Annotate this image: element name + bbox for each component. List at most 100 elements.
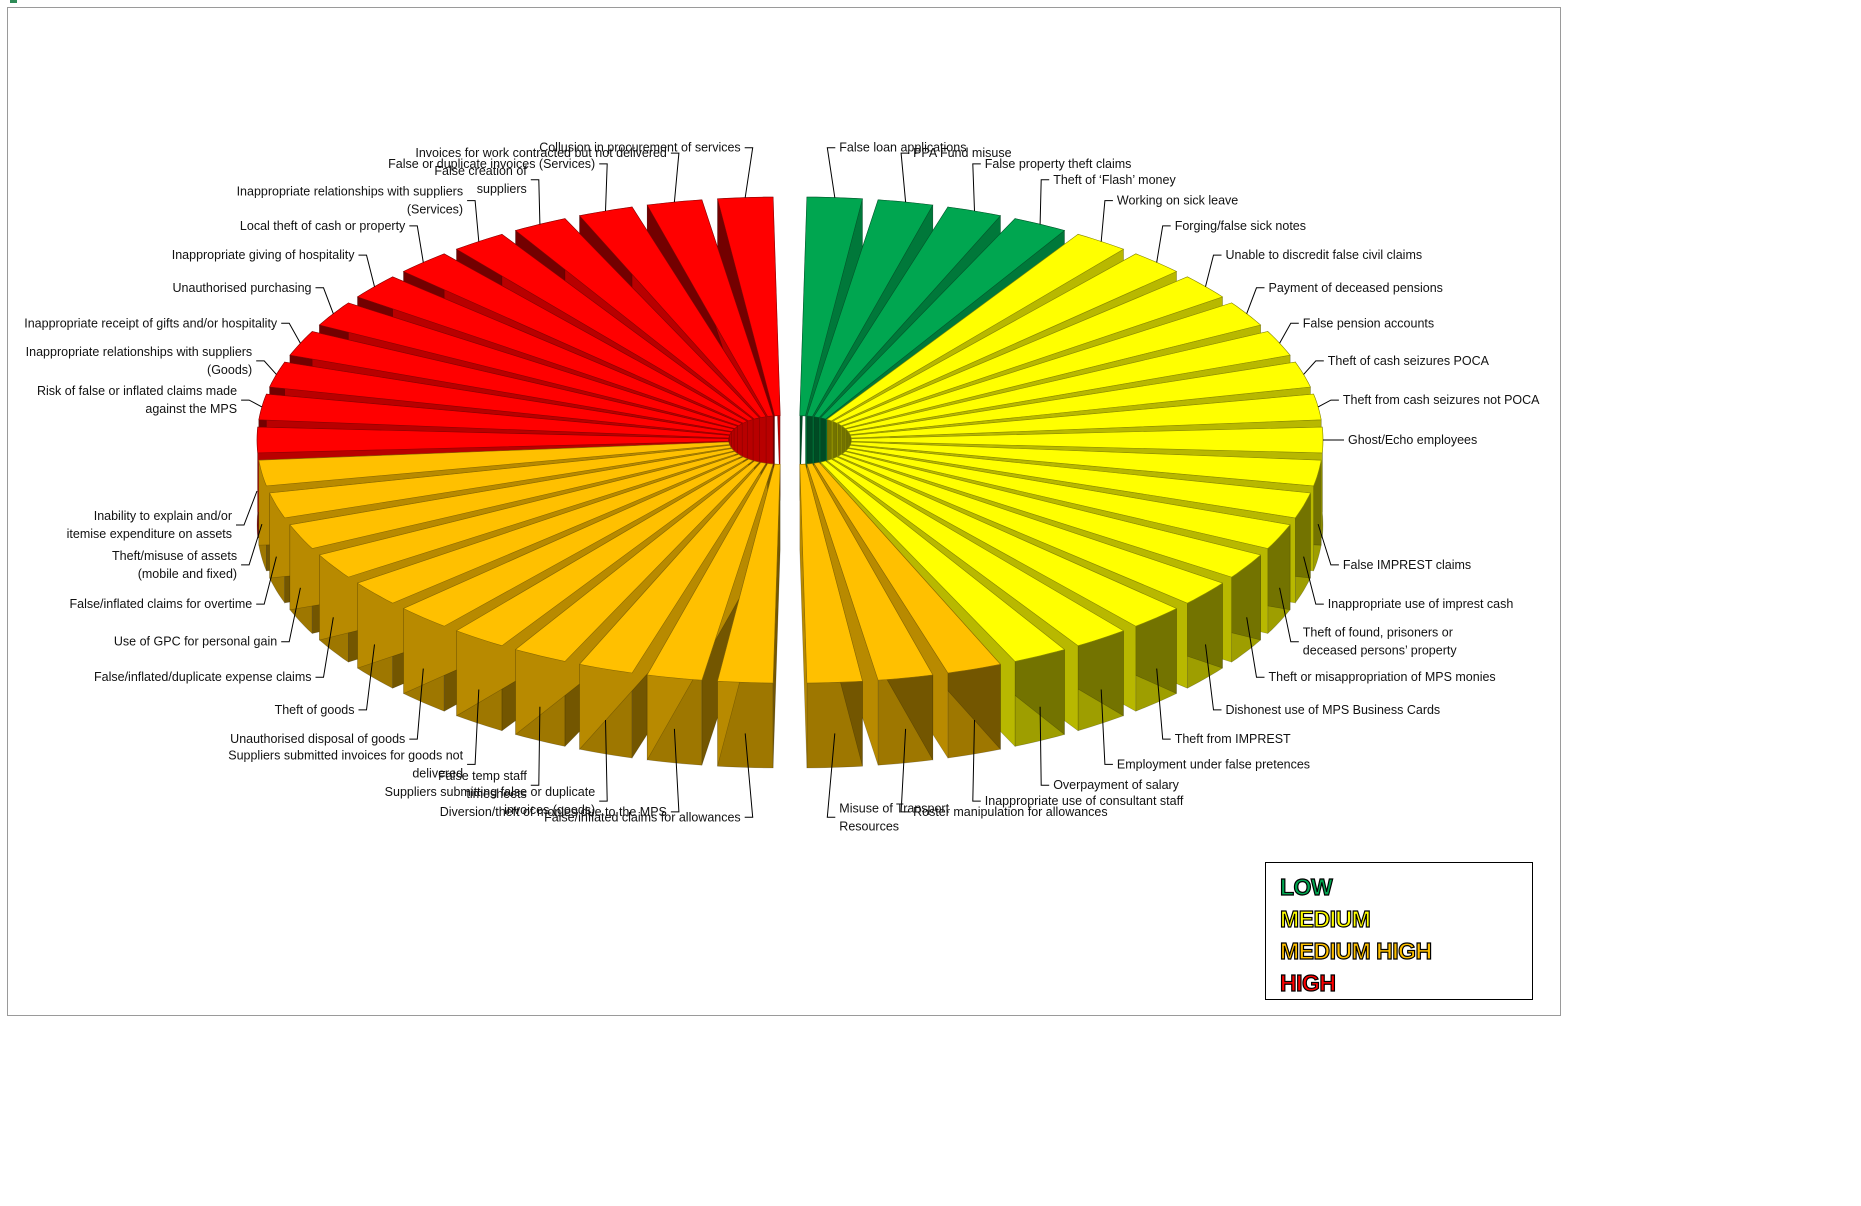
slice-top-17 [831, 456, 1178, 627]
slice-top-27 [455, 458, 754, 647]
slice-label-1: PPA Fund misuse [913, 146, 1011, 160]
leader-line-22 [826, 733, 836, 818]
slice-top-8 [845, 331, 1291, 432]
slice-top-36 [269, 361, 732, 436]
slice-label-45: Collusion in procurement of services [539, 141, 740, 155]
slice-label-13: Inappropriate use of imprest cash [1328, 597, 1514, 611]
leader-line-12 [1317, 523, 1339, 566]
leader-line-45 [744, 147, 754, 198]
slice-label-28: Unauthorised disposal of goods [230, 732, 405, 746]
slice-top-26 [514, 460, 761, 662]
leader-line-43 [599, 163, 608, 212]
slice-label-3: Theft of ‘Flash’ money [1053, 173, 1176, 187]
leader-line-10 [1317, 399, 1339, 408]
slice-top-21 [806, 463, 934, 681]
slice-label-31: Use of GPC for personal gain [114, 635, 277, 649]
slice-top-33 [258, 441, 730, 487]
slice-top-42 [514, 218, 761, 420]
legend-item-medium-high: MEDIUM HIGH [1279, 937, 1432, 964]
leader-line-40 [409, 225, 424, 263]
leader-line-31 [281, 587, 301, 643]
slice-label-12: False IMPREST claims [1343, 558, 1471, 572]
slice-top-12 [850, 441, 1322, 487]
slice-top-0 [799, 196, 863, 417]
slice-label-43: False or duplicate invoices (Services) [388, 157, 595, 171]
leader-line-5 [1156, 225, 1171, 263]
slice-top-43 [578, 206, 767, 418]
legend-item-high: HIGH [1279, 969, 1336, 996]
slice-top-1 [806, 199, 934, 417]
slice-top-29 [356, 453, 743, 604]
slice-top-24 [646, 463, 774, 681]
slice-top-41 [455, 233, 754, 422]
slice-label-38: Unauthorised purchasing [173, 281, 312, 295]
slice-label-16: Dishonest use of MPS Business Cards [1226, 703, 1441, 717]
slice-label-2: False property theft claims [985, 157, 1132, 171]
leader-line-39 [358, 254, 375, 287]
leader-line-2 [972, 163, 981, 212]
slice-top-9 [848, 361, 1311, 436]
slice-label-32: False/inflated claims for overtime [69, 597, 252, 611]
slice-top-19 [819, 460, 1066, 662]
slice-label-14: Theft of found, prisoners or deceased per… [1303, 626, 1458, 658]
slice-label-10: Theft from cash seizures not POCA [1343, 393, 1540, 407]
slice-label-29: Theft of goods [275, 703, 355, 717]
leader-line-30 [315, 617, 334, 678]
slice-label-30: False/inflated/duplicate expense claims [94, 670, 311, 684]
slice-label-36: Inappropriate relationships with supplie… [26, 345, 253, 377]
leader-line-3 [1039, 179, 1050, 225]
leader-line-21 [900, 728, 910, 813]
leader-line-42 [530, 179, 541, 225]
leader-line-19 [1039, 706, 1050, 786]
slice-label-19: Overpayment of salary [1053, 778, 1179, 792]
slice-label-5: Forging/false sick notes [1175, 219, 1306, 233]
pie-layer [256, 196, 1324, 769]
leader-line-35 [241, 399, 263, 408]
slice-label-42: False creation of suppliers [434, 164, 527, 196]
leader-line-36 [256, 360, 277, 375]
leader-line-13 [1303, 556, 1324, 605]
leader-line-41 [467, 200, 480, 242]
leader-line-24 [670, 728, 680, 813]
slice-top-45 [717, 196, 781, 417]
slice-top-37 [289, 331, 735, 432]
legend: LOW MEDIUM MEDIUM HIGH HIGH [1265, 862, 1533, 1000]
slice-top-16 [837, 453, 1224, 604]
slice-top-35 [258, 393, 730, 439]
slice-label-22: Misuse of Transport Resources [839, 801, 949, 833]
legend-item-medium: MEDIUM [1279, 905, 1371, 932]
slice-top-4 [826, 233, 1125, 422]
slice-top-7 [841, 302, 1262, 429]
slice-top-3 [819, 218, 1066, 420]
slice-label-11: Ghost/Echo employees [1348, 433, 1477, 447]
leader-line-17 [1156, 668, 1171, 740]
slice-label-9: Theft of cash seizures POCA [1328, 354, 1490, 368]
slice-label-17: Theft from IMPREST [1175, 732, 1291, 746]
slice-label-39: Inappropriate giving of hospitality [172, 248, 356, 262]
slice-top-6 [837, 276, 1224, 427]
leader-line-26 [530, 706, 541, 786]
leader-line-25 [599, 719, 608, 802]
slice-top-31 [289, 448, 735, 549]
slice-top-10 [850, 393, 1322, 439]
leader-line-20 [972, 719, 981, 802]
slice-label-41: Inappropriate relationships with supplie… [237, 185, 464, 217]
slice-top-18 [826, 458, 1125, 647]
slice-label-34: Inability to explain and/or itemise expen… [67, 509, 232, 541]
leader-line-34 [236, 490, 258, 526]
slice-label-35: Risk of false or inflated claims made aga… [37, 384, 237, 416]
slice-label-6: Unable to discredit false civil claims [1226, 248, 1423, 262]
leader-line-15 [1246, 617, 1265, 678]
slice-top-28 [402, 456, 749, 627]
slice-top-34 [256, 426, 730, 454]
leader-line-23 [744, 733, 754, 818]
slice-label-23: False/inflated claims for allowances [544, 810, 741, 824]
leader-line-44 [670, 152, 680, 203]
slice-label-0: False loan applications [839, 141, 966, 155]
slice-label-24: Diversion/theft of monies due to the MPS [440, 805, 667, 819]
leader-line-8 [1279, 322, 1299, 344]
slice-top-32 [269, 444, 732, 519]
slice-top-11 [850, 426, 1324, 454]
leader-line-33 [241, 523, 263, 566]
